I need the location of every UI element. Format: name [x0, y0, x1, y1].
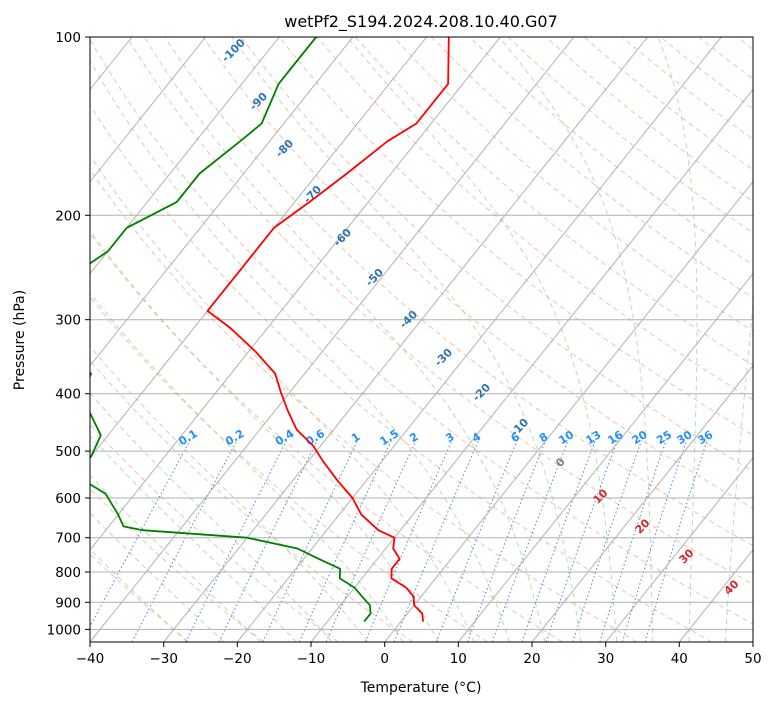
x-axis-label: Temperature (°C) [360, 680, 482, 696]
y-tick-label: 900 [55, 595, 81, 611]
moist-adiabat [498, 37, 654, 642]
skewed-isotherm [90, 37, 207, 183]
y-tick-label: 500 [55, 444, 81, 460]
mixing-ratio-line [185, 440, 287, 642]
y-tick-label: 300 [55, 313, 81, 329]
profile-series [90, 37, 450, 623]
skewed-isotherm [384, 180, 753, 642]
moist-adiabat [90, 154, 475, 642]
moist-adiabat [657, 37, 698, 642]
dry-adiabat [90, 104, 712, 642]
dry-adiabat [90, 38, 753, 625]
mixing-ratio-line [521, 440, 596, 642]
moist-adiabat [90, 345, 369, 642]
y-tick-label: 600 [55, 491, 81, 507]
skewed-isotherms [90, 37, 753, 642]
moist-adiabat [725, 299, 753, 642]
dry-adiabat [126, 37, 753, 586]
dry-adiabat [393, 37, 753, 332]
y-tick-label: 200 [55, 208, 81, 224]
mixing-ratio-line [599, 440, 667, 642]
x-tick-label: 40 [671, 651, 688, 667]
mixing-ratio-line [218, 440, 318, 642]
x-tick-label: −40 [76, 651, 105, 667]
skewed-isotherm [90, 37, 280, 275]
x-tick-label: 50 [744, 651, 761, 667]
moist-adiabat [90, 59, 510, 642]
y-tick-label: 400 [55, 387, 81, 403]
x-tick-label: 10 [450, 651, 467, 667]
mixing-ratio-line [393, 440, 479, 642]
mixing-ratio-line [545, 440, 618, 642]
isobar-gridlines [90, 37, 753, 630]
skewed-isotherm [457, 272, 753, 642]
x-tick-label: −10 [297, 651, 326, 667]
skewed-isotherm [531, 364, 753, 642]
dry-adiabat [90, 488, 264, 642]
skewed-isotherm [310, 88, 753, 642]
temperature-line [206, 37, 450, 622]
dry-adiabat [90, 168, 638, 642]
moist-adiabat [90, 392, 333, 642]
x-tick-label: 30 [597, 651, 614, 667]
skewed-isotherm [90, 37, 575, 642]
dry-adiabat [90, 296, 488, 642]
y-axis-ticks: 100 200 300 400 500 600 700 800 900 1000 [47, 30, 90, 638]
mixing-ratio-line [621, 440, 687, 642]
y-tick-label: 1000 [47, 622, 81, 638]
dry-adiabat [317, 37, 753, 401]
dry-adiabat [507, 37, 753, 234]
skewed-isotherm [163, 37, 649, 642]
y-tick-label: 700 [55, 531, 81, 547]
x-tick-label: 0 [380, 651, 389, 667]
dewpoint-line [90, 37, 372, 623]
skewed-isotherm [90, 37, 501, 551]
dry-adiabat [355, 37, 753, 366]
dry-adiabat [202, 37, 753, 509]
x-tick-label: −20 [223, 651, 252, 667]
dry-adiabat [90, 423, 339, 642]
y-axis-label: Pressure (hPa) [12, 290, 28, 390]
x-tick-label: −30 [149, 651, 178, 667]
skewed-isotherm [90, 37, 354, 367]
mixing-ratio-line [644, 440, 708, 642]
mixing-ratio-line [364, 440, 453, 642]
dry-adiabat [622, 37, 753, 140]
y-tick-label: 800 [55, 565, 81, 581]
mixing-ratio-line [90, 440, 191, 628]
moist-adiabat [144, 37, 546, 642]
x-tick-label: 20 [523, 651, 540, 667]
dry-adiabat [90, 232, 563, 642]
y-tick-label: 100 [55, 30, 81, 46]
skewed-isotherm [90, 37, 428, 459]
mixing-ratio-line [298, 440, 392, 642]
dry-adiabats [90, 37, 753, 642]
skewed-isotherm [236, 37, 722, 642]
dry-adiabat [431, 37, 753, 299]
dry-adiabat [164, 37, 753, 547]
dry-adiabat [469, 37, 753, 266]
plot-frame [89, 36, 754, 643]
dry-adiabat [278, 37, 753, 436]
chart-title: wetPf2_S194.2024.208.10.40.G07 [284, 12, 558, 32]
x-axis-ticks: −40 −30 −20 −10 0 10 20 30 40 50 [76, 642, 762, 667]
skewed-isotherm [605, 457, 753, 642]
mixing-ratio-lines [90, 440, 708, 642]
mixing-ratio-line [325, 440, 417, 642]
mixing-ratio-line [491, 440, 569, 642]
